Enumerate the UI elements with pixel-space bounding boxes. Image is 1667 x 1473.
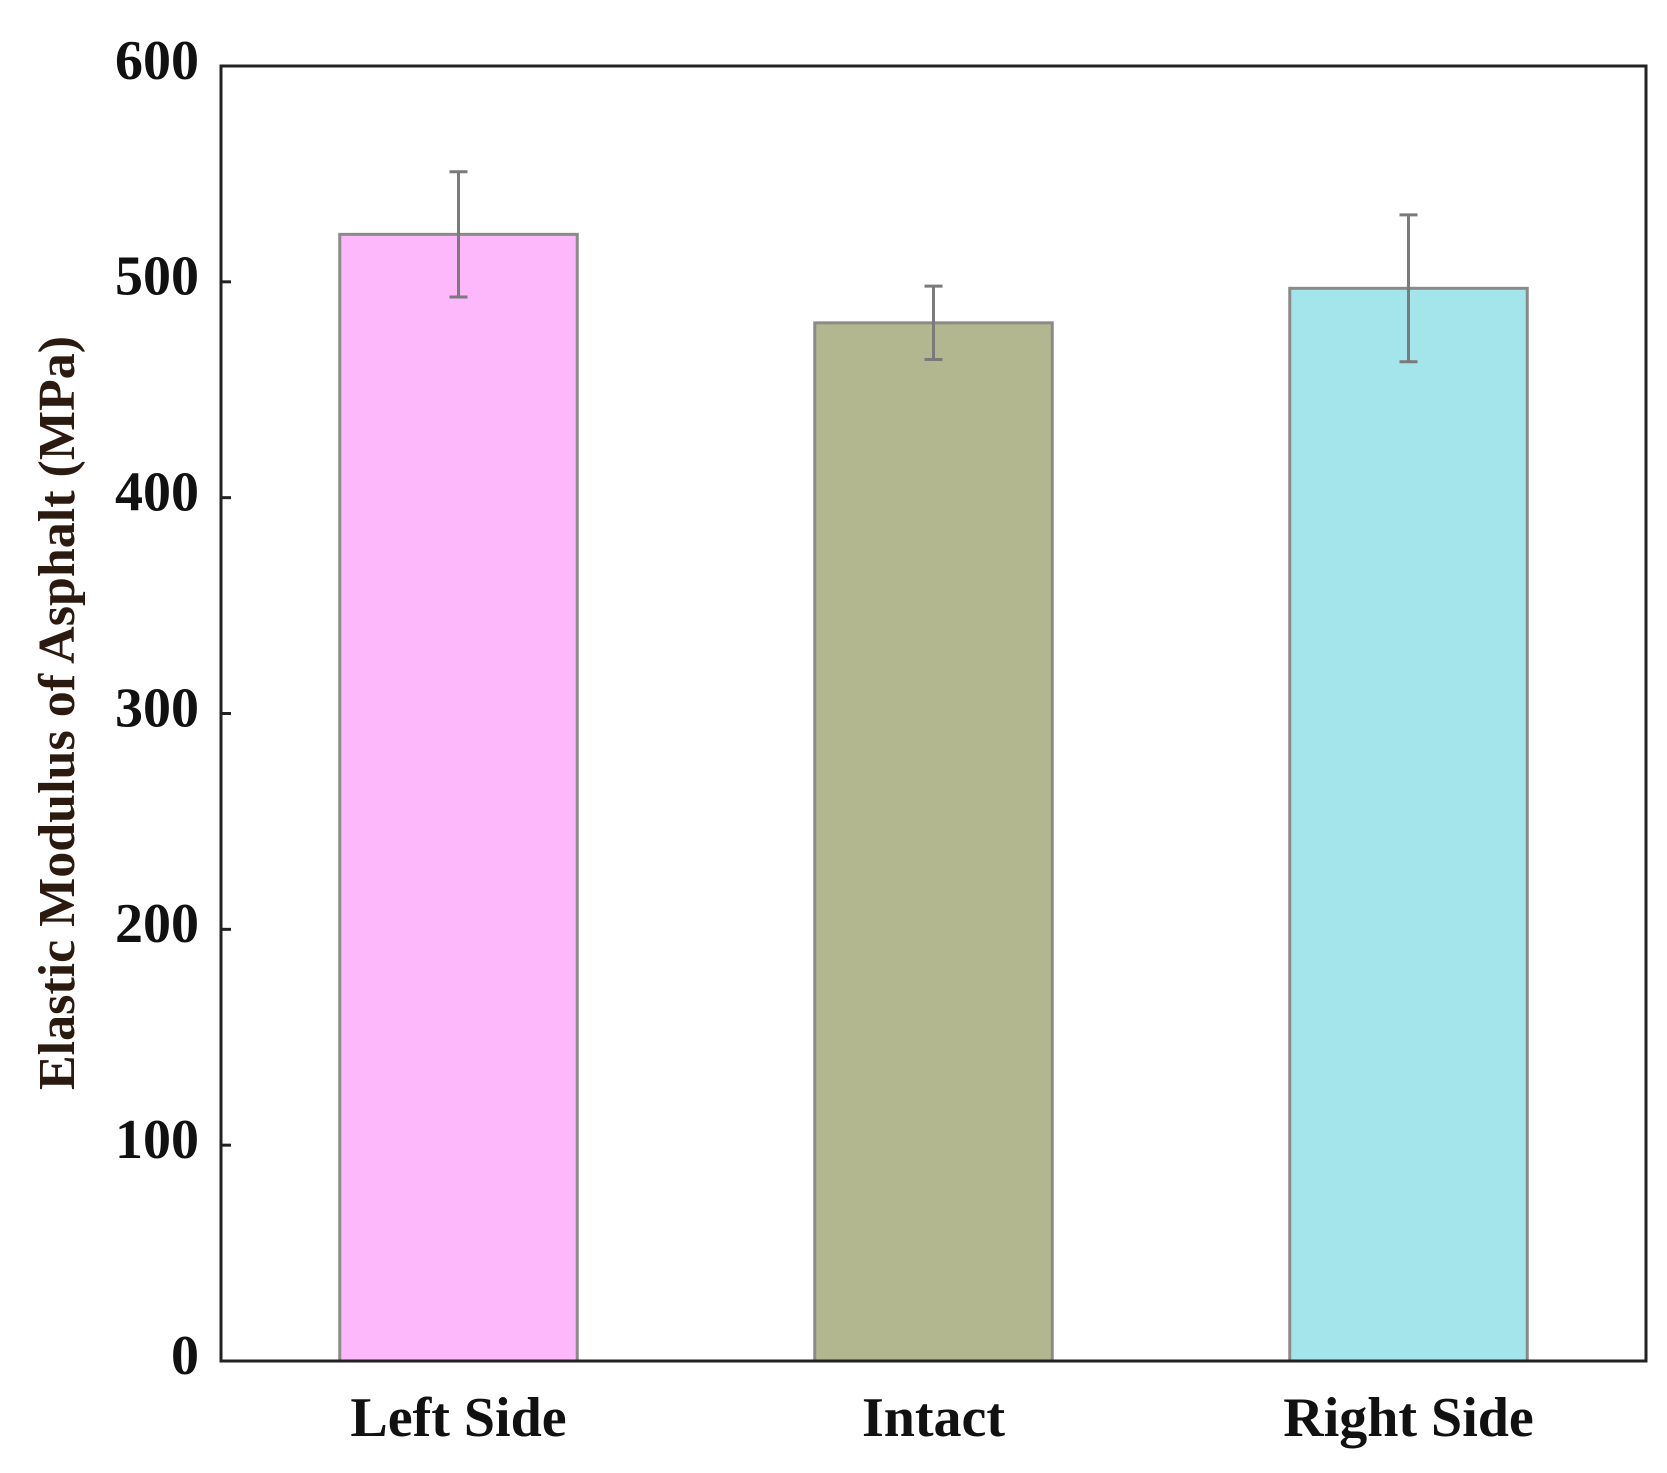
y-tick-label: 100 bbox=[115, 1109, 199, 1171]
bar bbox=[813, 321, 1054, 1363]
x-tick-label: Right Side bbox=[1283, 1387, 1534, 1449]
bar bbox=[338, 232, 579, 1363]
y-tick-label: 300 bbox=[115, 677, 199, 739]
y-tick-label: 500 bbox=[115, 246, 199, 308]
y-tick-label: 0 bbox=[171, 1325, 199, 1387]
y-tick-label: 600 bbox=[115, 30, 199, 92]
y-tick-label: 200 bbox=[115, 893, 199, 955]
bar bbox=[1288, 286, 1529, 1363]
x-tick-label: Intact bbox=[862, 1387, 1005, 1449]
y-tick-label: 400 bbox=[115, 462, 199, 524]
y-axis-title: Elastic Modulus of Asphalt (MPa) bbox=[29, 336, 86, 1090]
x-tick-label: Left Side bbox=[350, 1387, 566, 1449]
plot-frame bbox=[219, 64, 1648, 1363]
